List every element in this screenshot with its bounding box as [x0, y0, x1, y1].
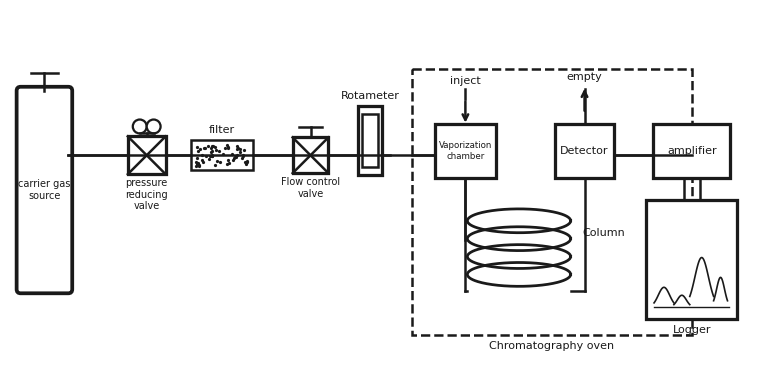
Bar [128, 137, 166, 174]
Bar [192, 140, 253, 170]
Text: empty: empty [567, 72, 603, 82]
FancyBboxPatch shape [17, 87, 72, 293]
Bar [653, 123, 730, 178]
Text: pressure
reducing
valve: pressure reducing valve [125, 178, 168, 211]
Bar [412, 69, 692, 335]
Text: Column: Column [582, 228, 626, 238]
Text: amplifier: amplifier [667, 146, 716, 156]
Text: Rotameter: Rotameter [340, 91, 400, 100]
Text: filter: filter [209, 125, 235, 135]
Bar [646, 200, 737, 319]
Bar [435, 123, 496, 178]
Text: Chromatography oven: Chromatography oven [489, 341, 614, 351]
Text: carrier gas
source: carrier gas source [18, 179, 71, 201]
Text: Vaporization
chamber: Vaporization chamber [439, 141, 492, 161]
Text: Logger: Logger [672, 325, 711, 335]
Circle shape [133, 120, 146, 133]
Bar [362, 114, 378, 167]
Circle shape [146, 120, 160, 133]
Text: Flow control
valve: Flow control valve [281, 177, 340, 199]
Bar [555, 123, 614, 178]
Text: inject: inject [450, 76, 481, 86]
Text: Detector: Detector [560, 146, 609, 156]
Bar [293, 137, 328, 173]
Bar [358, 106, 382, 175]
